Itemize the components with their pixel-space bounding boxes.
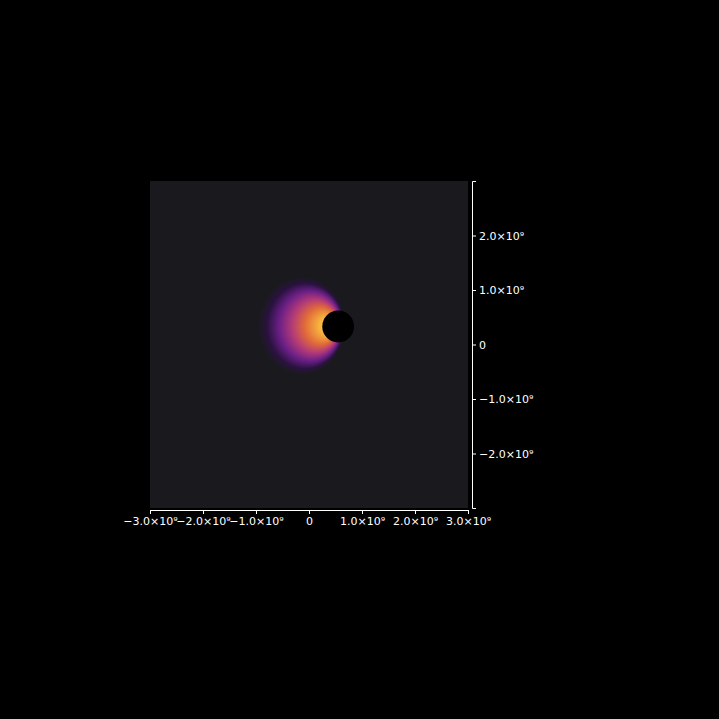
chart: −3.0×10⁹−2.0×10⁹−1.0×10⁹01.0×10⁹2.0×10⁹3… (0, 0, 719, 719)
tick: −1.0×10⁹ (229, 510, 283, 528)
tick: 2.0×10⁹ (472, 230, 524, 243)
tick-label: 0 (479, 339, 486, 352)
tick-label: −1.0×10⁹ (229, 515, 283, 528)
tick: −3.0×10⁹ (123, 510, 177, 528)
x-axis: −3.0×10⁹−2.0×10⁹−1.0×10⁹ 0 1.0×10⁹ 2.0×10⁹ 3… (123, 510, 491, 528)
tick-mark (203, 510, 204, 514)
tick-label: −2.0×10⁹ (176, 515, 230, 528)
tick: 3.0×10⁹ (446, 510, 491, 528)
tick-mark (256, 510, 257, 514)
tick-mark (472, 290, 476, 291)
tick-mark (150, 510, 151, 514)
tick-label: 1.0×10⁹ (479, 284, 524, 297)
tick: 1.0×10⁹ (472, 284, 524, 297)
tick-label: −1.0×10⁹ (479, 393, 533, 406)
tick: 1.0×10⁹ (340, 510, 385, 528)
tick-mark (472, 345, 476, 346)
tick: 2.0×10⁹ (393, 510, 438, 528)
tick: −2.0×10⁹ (176, 510, 230, 528)
tick: −2.0×10⁹ (472, 448, 533, 461)
y-axis: −2.0×10⁹ −1.0×10⁹ 0 1.0×10⁹ 2.0×10⁹ (472, 182, 533, 509)
tick-mark (362, 510, 363, 514)
y-axis-line (473, 182, 477, 509)
plot-area (258, 277, 354, 374)
tick-mark (472, 399, 476, 400)
tick: 0 (306, 510, 313, 528)
tick-mark (415, 510, 416, 514)
tick-mark (309, 510, 310, 514)
tick-mark (472, 454, 476, 455)
shadow (322, 311, 354, 343)
tick-mark (472, 236, 476, 237)
x-axis-line (151, 511, 469, 515)
tick-label: 3.0×10⁹ (446, 515, 491, 528)
tick-label: 0 (306, 515, 313, 528)
tick-label: −3.0×10⁹ (123, 515, 177, 528)
tick-label: −2.0×10⁹ (479, 448, 533, 461)
plot-background (150, 181, 468, 508)
tick-label: 2.0×10⁹ (393, 515, 438, 528)
tick-mark (468, 510, 469, 514)
tick-label: 1.0×10⁹ (340, 515, 385, 528)
tick-label: 2.0×10⁹ (479, 230, 524, 243)
tick: 0 (472, 339, 486, 352)
tick: −1.0×10⁹ (472, 393, 533, 406)
